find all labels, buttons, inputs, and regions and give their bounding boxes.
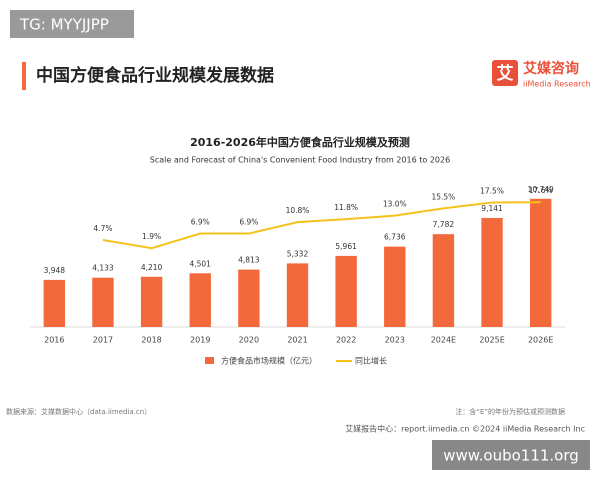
logo-box	[492, 60, 518, 86]
bar	[286, 263, 309, 327]
bar	[384, 246, 406, 327]
watermark-box	[10, 10, 134, 38]
data-label: 1.9%	[142, 232, 161, 241]
bar	[43, 279, 66, 327]
bar	[481, 217, 503, 327]
data-label: 4,813	[238, 256, 260, 265]
data-label: 5,961	[335, 242, 357, 251]
bar	[189, 273, 211, 327]
logo-name: 艾媒咨询	[523, 60, 579, 77]
legend-label: 方便食品市场规模（亿元）	[221, 356, 317, 366]
bar	[529, 198, 552, 327]
data-label: 9,141	[481, 204, 503, 213]
data-label: 11.8%	[334, 203, 358, 212]
note: 注：含“E”的年份为预估或预测数据	[455, 407, 565, 416]
bar	[140, 276, 163, 327]
legend-swatch	[205, 357, 214, 364]
data-label: 17.6%	[529, 186, 553, 195]
bar	[238, 269, 260, 327]
data-label: 6,736	[384, 233, 406, 242]
source: 数据来源：艾媒数据中心（data.iimedia.cn）	[6, 407, 151, 416]
data-label: 10,749	[528, 185, 554, 194]
legend-label: 同比增长	[355, 356, 387, 366]
data-label: 6.9%	[239, 218, 258, 227]
bar	[432, 234, 455, 327]
logo-sub: iiMedia Research	[523, 80, 591, 89]
x-tick-label: 2024E	[431, 336, 456, 345]
logo-mark: 艾	[497, 63, 514, 84]
x-tick-label: 2023	[385, 336, 405, 345]
copyright: 艾媒报告中心：report.iimedia.cn ©2024 iiMedia R…	[345, 424, 585, 434]
x-tick-label: 2017	[93, 336, 113, 345]
data-label: 6.9%	[191, 218, 210, 227]
data-label: 4,210	[141, 263, 163, 272]
data-label: 15.5%	[431, 192, 455, 201]
data-label: 4.7%	[93, 224, 112, 233]
x-tick-label: 2018	[141, 336, 161, 345]
x-tick-label: 2026E	[528, 336, 553, 345]
data-label: 4,501	[189, 259, 211, 268]
x-tick-label: 2016	[44, 336, 64, 345]
data-label: 3,948	[44, 266, 66, 275]
chart-title: 2016-2026年中国方便食品行业规模及预测	[190, 135, 410, 149]
watermark-box	[432, 440, 590, 470]
x-tick-label: 2025E	[479, 336, 504, 345]
data-label: 13.0%	[383, 200, 407, 209]
bar	[92, 277, 114, 327]
data-label: 7,782	[433, 220, 455, 229]
data-label: 17.5%	[480, 186, 504, 195]
x-tick-label: 2022	[336, 336, 356, 345]
x-tick-label: 2019	[190, 336, 210, 345]
x-tick-label: 2021	[287, 336, 307, 345]
title-accent	[22, 62, 26, 90]
line	[102, 201, 541, 250]
watermark: www.oubo111.org	[443, 447, 579, 465]
watermark: TG: MYYJJPP	[19, 16, 109, 34]
data-label: 4,133	[92, 264, 114, 273]
chart-subtitle: Scale and Forecast of China's Convenient…	[150, 156, 450, 165]
data-label: 10.8%	[286, 206, 310, 215]
data-label: 5,332	[287, 249, 309, 258]
x-tick-label: 2020	[239, 336, 259, 345]
bar	[335, 255, 357, 327]
page-title: 中国方便食品行业规模发展数据	[36, 65, 274, 86]
